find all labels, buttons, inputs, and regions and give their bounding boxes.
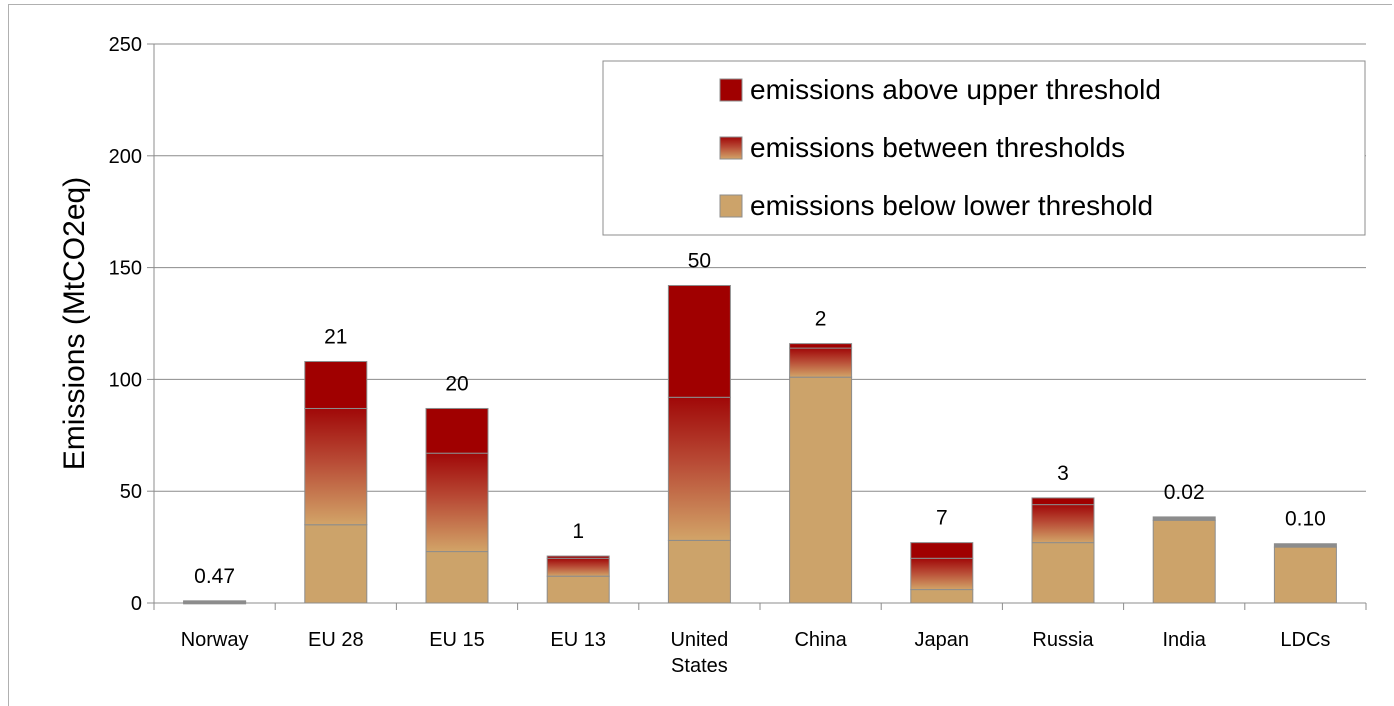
legend-label: emissions above upper threshold [750,74,1161,105]
bar-above-upper-threshold [789,343,853,349]
data-label: 7 [936,507,948,530]
bar-below-lower-threshold [425,551,489,604]
bar-below-lower-threshold [546,575,610,604]
axes [147,43,1367,610]
bars [183,284,1337,605]
data-label: 0.10 [1285,508,1326,531]
legend-swatch [719,78,743,102]
y-tick-label: 100 [109,369,142,391]
data-label: 1 [572,520,584,543]
category-label: United [670,629,728,651]
bar-above-upper-threshold [1031,497,1095,506]
y-axis-title: Emissions (MtCO2eq) [58,177,91,470]
data-label: 20 [445,372,468,395]
y-tick-label: 50 [120,481,142,503]
bar-top-segment [1152,516,1216,521]
data-label: 3 [1057,462,1069,485]
chart-frame [8,4,1392,706]
bar-below-lower-threshold [667,539,731,604]
category-label: Norway [181,629,249,651]
category-label: India [1163,629,1207,651]
y-tick-label: 0 [131,593,142,615]
bar-above-upper-threshold [425,407,489,454]
bar-between-thresholds [425,452,489,553]
category-label: LDCs [1280,629,1330,651]
data-label: 2 [815,308,827,331]
bar-below-lower-threshold [789,376,853,604]
legend-swatch [719,194,743,218]
y-tick-label: 150 [109,258,142,280]
category-label: Russia [1032,629,1094,651]
bar-above-upper-threshold [910,542,974,559]
bar-between-thresholds [546,557,610,577]
category-label: EU 28 [308,629,364,651]
bar-between-thresholds [789,347,853,378]
bar-above-upper-threshold [304,361,368,409]
category-label: EU 13 [550,629,606,651]
bar-below-lower-threshold [910,589,974,604]
bar-below-lower-threshold [1031,542,1095,604]
bar-below-lower-threshold [1273,546,1337,604]
bar-below-lower-threshold [304,524,368,604]
legend-label: emissions below lower threshold [750,190,1153,221]
data-label: 50 [688,249,711,272]
bar-below-lower-threshold [1152,519,1216,604]
bar-between-thresholds [1031,504,1095,544]
legend-label: emissions between thresholds [750,132,1125,163]
legend: emissions above upper threshold emissions… [602,60,1366,236]
bar-top-segment [183,600,247,605]
category-label: China [794,629,847,651]
bar-above-upper-threshold [667,284,731,398]
bar-between-thresholds [910,557,974,591]
y-tick-label: 200 [109,146,142,168]
y-tick-label: 250 [109,34,142,56]
data-label: 21 [324,326,347,349]
category-label: States [671,655,728,677]
legend-swatch [719,136,743,160]
bar-between-thresholds [304,407,368,526]
category-label: Japan [915,629,970,651]
category-label: EU 15 [429,629,485,651]
data-label: 0.02 [1164,481,1205,504]
bar-between-thresholds [667,396,731,541]
bar-above-upper-threshold [546,555,610,559]
data-label: 0.47 [194,565,235,588]
bar-top-segment [1273,543,1337,548]
